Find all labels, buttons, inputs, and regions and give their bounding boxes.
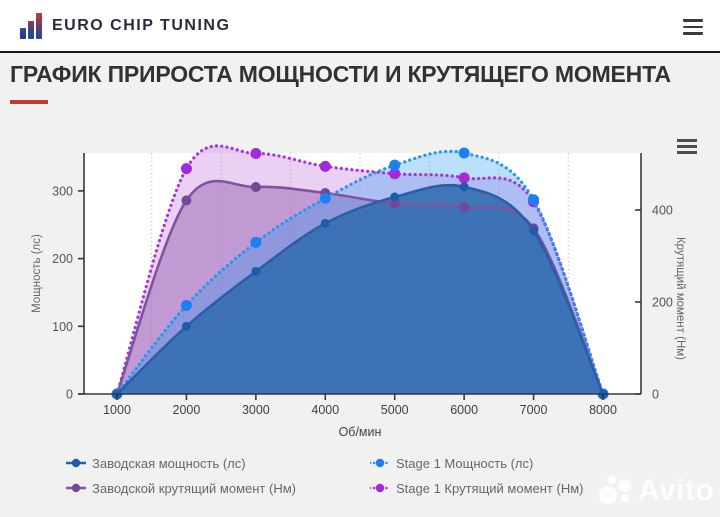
- legend-marker-icon: [66, 483, 86, 493]
- data-point: [250, 182, 261, 193]
- data-point: [319, 160, 331, 172]
- legend-item[interactable]: Stage 1 Мощность (лс): [370, 455, 583, 471]
- chart-legend-column-2: Stage 1 Мощность (лс) Stage 1 Крутящий мо…: [370, 455, 583, 496]
- data-point: [180, 163, 192, 175]
- x-tick-label: 4000: [311, 403, 339, 417]
- data-point: [250, 147, 262, 159]
- data-point: [320, 218, 330, 228]
- y-tick-label-left: 0: [66, 388, 73, 402]
- y-tick-label-right: 0: [652, 388, 659, 402]
- data-point: [389, 159, 401, 171]
- data-point: [390, 192, 400, 202]
- title-accent-rule: [10, 100, 48, 104]
- data-point: [389, 168, 401, 180]
- x-tick-label: 6000: [450, 403, 478, 417]
- legend-label: Заводская мощность (лс): [92, 455, 246, 471]
- data-point: [458, 172, 470, 184]
- y-tick-label-right: 200: [652, 296, 673, 310]
- data-point: [459, 182, 469, 192]
- y-axis-title-right: Крутящий момент (Нм): [674, 237, 686, 360]
- avito-watermark: Avito: [599, 473, 714, 509]
- data-point: [181, 195, 192, 206]
- y-tick-label-left: 100: [52, 320, 73, 334]
- app-header: EURO CHIP TUNING: [0, 0, 720, 53]
- legend-item[interactable]: Заводская мощность (лс): [66, 455, 296, 471]
- x-tick-label: 7000: [520, 403, 548, 417]
- y-tick-label-left: 300: [52, 184, 73, 198]
- avito-watermark-text: Avito: [638, 474, 715, 507]
- series-line-1: [115, 149, 605, 394]
- data-point: [459, 202, 470, 213]
- legend-item[interactable]: Заводской крутящий момент (Нм): [66, 480, 296, 496]
- series-area-0: [117, 185, 603, 394]
- legend-marker-icon: [370, 458, 390, 468]
- data-point: [458, 147, 470, 159]
- data-point: [529, 226, 539, 236]
- data-point: [180, 299, 192, 311]
- data-point: [319, 192, 331, 204]
- brand-name: EURO CHIP TUNING: [52, 16, 231, 34]
- x-axis-title: Об/мин: [339, 425, 382, 439]
- legend-marker-icon: [370, 483, 390, 493]
- legend-item[interactable]: Stage 1 Крутящий момент (Нм): [370, 480, 583, 496]
- avito-logo-icon: [599, 473, 635, 509]
- power-torque-chart: 0 100 200 300 0 200 400 1000 2000 3000 4000 5000 600…: [0, 120, 720, 450]
- x-tick-label: 2000: [173, 403, 201, 417]
- data-point: [251, 266, 261, 276]
- data-point: [250, 236, 262, 248]
- series-line-0: [116, 183, 605, 394]
- x-tick-label: 3000: [242, 403, 270, 417]
- x-tick-label: 1000: [103, 403, 131, 417]
- data-point: [389, 198, 400, 209]
- y-axis-title-left: Мощность (лс): [31, 234, 43, 313]
- y-tick-label-left: 200: [52, 252, 73, 266]
- x-tick-label: 8000: [589, 403, 617, 417]
- x-tick-label: 5000: [381, 403, 409, 417]
- menu-icon[interactable]: [683, 19, 703, 39]
- legend-label: Заводской крутящий момент (Нм): [92, 480, 296, 496]
- legend-marker-icon: [66, 458, 86, 468]
- brand-logo-icon: [20, 12, 42, 39]
- legend-label: Stage 1 Мощность (лс): [396, 455, 534, 471]
- y-tick-label-right: 400: [652, 204, 673, 218]
- chart-legend-column-1: Заводская мощность (лс) Заводской крутящи…: [66, 455, 296, 496]
- legend-label: Stage 1 Крутящий момент (Нм): [396, 480, 584, 496]
- data-point: [181, 321, 191, 331]
- data-point: [528, 194, 540, 206]
- chart-context-menu-button[interactable]: [677, 139, 697, 157]
- page-title: ГРАФИК ПРИРОСТА МОЩНОСТИ И КРУТЯЩЕГО МОМ…: [10, 61, 671, 87]
